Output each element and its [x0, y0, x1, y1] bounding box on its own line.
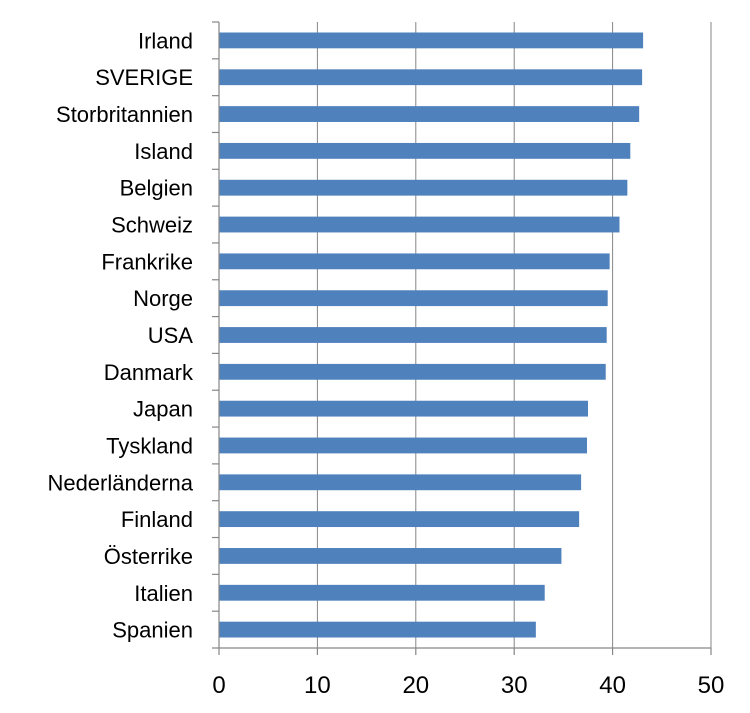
category-label-italien: Italien	[134, 581, 193, 606]
bars	[219, 32, 644, 638]
category-label-spanien: Spanien	[112, 618, 193, 643]
bar-spanien	[219, 621, 536, 638]
x-tick-label-10: 10	[304, 672, 331, 699]
x-tick-label-0: 0	[212, 672, 225, 699]
bar-tyskland	[219, 437, 588, 454]
bar-italien	[219, 584, 545, 601]
bar-storbritannien	[219, 106, 640, 122]
x-tick-label-30: 30	[501, 672, 528, 699]
category-label-finland: Finland	[121, 507, 193, 532]
category-label-nederländerna: Nederländerna	[47, 470, 193, 495]
category-label-frankrike: Frankrike	[101, 249, 193, 274]
category-label-danmark: Danmark	[104, 360, 194, 385]
bar-irland	[219, 32, 644, 49]
category-label-usa: USA	[148, 323, 194, 348]
bar-sverige	[219, 69, 643, 86]
bar-danmark	[219, 363, 606, 380]
category-label-norge: Norge	[133, 286, 193, 311]
category-label-österrike: Österrike	[104, 544, 193, 569]
category-label-schweiz: Schweiz	[111, 213, 193, 238]
x-tick-labels: 0 10 20 30 40 50	[212, 672, 724, 699]
category-label-belgien: Belgien	[120, 176, 193, 201]
category-label-sverige: SVERIGE	[95, 65, 193, 90]
category-label-japan: Japan	[133, 397, 193, 422]
bar-schweiz	[219, 216, 620, 233]
category-label-storbritannien: Storbritannien	[56, 102, 193, 127]
bar-usa	[219, 327, 607, 343]
category-label-island: Island	[134, 139, 193, 164]
axes	[212, 21, 712, 655]
category-label-tyskland: Tyskland	[106, 433, 193, 458]
bar-belgien	[219, 179, 628, 196]
bar-nederländerna	[219, 474, 582, 491]
bar-österrike	[219, 548, 562, 564]
bar-frankrike	[219, 253, 610, 270]
bar-finland	[219, 511, 580, 528]
x-tick-label-20: 20	[402, 672, 429, 699]
bar-norge	[219, 290, 608, 307]
x-tick-label-50: 50	[698, 672, 725, 699]
category-labels: Irland SVERIGE Storbritannien Island Belgien…	[47, 28, 194, 642]
bar-island	[219, 142, 631, 159]
x-tick-label-40: 40	[599, 672, 626, 699]
bar-japan	[219, 400, 588, 417]
category-label-irland: Irland	[138, 28, 193, 53]
